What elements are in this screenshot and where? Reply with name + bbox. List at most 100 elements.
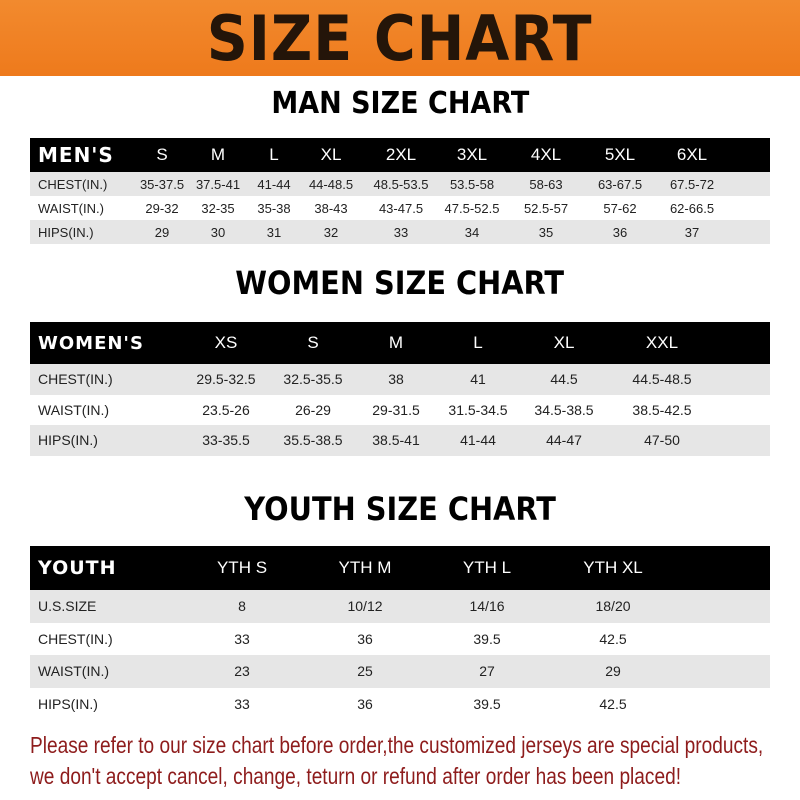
table-cell: 47.5-52.5 <box>444 200 500 216</box>
row-label: HIPS(IN.) <box>38 432 98 449</box>
size-column-header: YTH L <box>462 558 512 577</box>
table-cell: 23.5-26 <box>202 401 250 418</box>
table-cell: 67.5-72 <box>669 176 715 192</box>
table-cell: 33 <box>393 224 409 240</box>
row-label: CHEST(IN.) <box>38 176 108 192</box>
table-cell: 31 <box>266 224 282 240</box>
table-cell: 36 <box>357 630 373 647</box>
size-column-header: S <box>156 145 168 164</box>
table-row: WAIST(IN.) 23 25 27 29 <box>30 655 770 688</box>
table-cell: 44-48.5 <box>308 176 354 192</box>
size-column-header: XL <box>553 333 575 352</box>
table-cell: 58-63 <box>529 176 563 192</box>
youth-section-title: YOUTH SIZE CHART <box>0 490 800 528</box>
table-cell: 30 <box>210 224 226 240</box>
table-cell: 41-44 <box>257 176 291 192</box>
table-cell: 43-47.5 <box>378 200 424 216</box>
size-column-header: 5XL <box>604 145 636 164</box>
size-column-header: 2XL <box>385 145 417 164</box>
table-cell: 47-50 <box>644 432 680 449</box>
table-row: HIPS(IN.) 29 30 31 32 33 34 35 36 37 <box>30 220 770 244</box>
table-row: WAIST(IN.) 29-32 32-35 35-38 38-43 43-47.5 47.… <box>30 196 770 220</box>
table-cell: 14/16 <box>469 598 505 615</box>
table-row: CHEST(IN.) 29.5-32.5 32.5-35.5 38 41 44.5 44.5… <box>30 364 770 395</box>
row-label: WAIST(IN.) <box>38 663 110 680</box>
row-label: U.S.SIZE <box>38 598 97 615</box>
table-cell: 38.5-41 <box>372 432 420 449</box>
table-cell: 33-35.5 <box>202 432 250 449</box>
table-cell: 29-32 <box>145 200 179 216</box>
table-cell: 42.5 <box>599 630 627 647</box>
table-cell: 18/20 <box>595 598 631 615</box>
table-cell: 32 <box>323 224 339 240</box>
women-title-text: WOMEN SIZE CHART <box>235 264 565 302</box>
table-cell: 48.5-53.5 <box>373 176 429 192</box>
banner-title: SIZE CHART <box>207 1 593 75</box>
men-title-text: MAN SIZE CHART <box>271 86 529 121</box>
table-row: CHEST(IN.) 35-37.5 37.5-41 41-44 44-48.5 48.5… <box>30 172 770 196</box>
size-column-header: YTH XL <box>583 558 643 577</box>
table-cell: 8 <box>238 598 246 615</box>
table-cell: 33 <box>234 630 250 647</box>
table-cell: 44.5-48.5 <box>632 371 692 388</box>
table-cell: 39.5 <box>473 695 501 712</box>
table-header-label: WOMEN'S <box>38 332 144 354</box>
table-cell: 23 <box>234 663 250 680</box>
table-cell: 26-29 <box>295 401 331 418</box>
table-cell: 63-67.5 <box>597 176 643 192</box>
table-cell: 38-43 <box>314 200 348 216</box>
table-cell: 57-62 <box>603 200 637 216</box>
size-column-header: M <box>388 333 404 352</box>
size-column-header: 6XL <box>676 145 708 164</box>
notice-line-2: we don't accept cancel, change, teturn o… <box>30 763 682 789</box>
table-row: HIPS(IN.) 33 36 39.5 42.5 <box>30 687 770 720</box>
table-cell: 32.5-35.5 <box>283 371 343 388</box>
table-cell: 29.5-32.5 <box>196 371 256 388</box>
size-column-header: L <box>269 145 279 164</box>
size-chart-banner: SIZE CHART <box>0 0 800 76</box>
women-section-title: WOMEN SIZE CHART <box>0 264 800 302</box>
table-header-label: YOUTH <box>38 557 117 579</box>
table-cell: 37.5-41 <box>195 176 241 192</box>
row-label: CHEST(IN.) <box>38 630 113 647</box>
table-cell: 10/12 <box>347 598 383 615</box>
table-cell: 44.5 <box>550 371 578 388</box>
table-row: HIPS(IN.) 33-35.5 35.5-38.5 38.5-41 41-44 44-… <box>30 425 770 456</box>
table-cell: 29 <box>154 224 170 240</box>
size-column-header: YTH M <box>338 558 392 577</box>
youth-title-text: YOUTH SIZE CHART <box>244 490 556 528</box>
table-cell: 42.5 <box>599 695 627 712</box>
table-cell: 36 <box>612 224 628 240</box>
size-column-header: M <box>210 145 226 164</box>
table-cell: 29 <box>605 663 621 680</box>
size-column-header: YTH S <box>216 558 268 577</box>
table-cell: 25 <box>357 663 373 680</box>
size-column-header: XS <box>214 333 238 352</box>
table-cell: 38.5-42.5 <box>632 401 692 418</box>
size-column-header: XXL <box>645 333 679 352</box>
table-cell: 32-35 <box>201 200 235 216</box>
table-cell: 36 <box>357 695 373 712</box>
table-cell: 29-31.5 <box>372 401 420 418</box>
table-cell: 34.5-38.5 <box>534 401 594 418</box>
table-row: CHEST(IN.) 33 36 39.5 42.5 <box>30 622 770 655</box>
row-label: HIPS(IN.) <box>38 224 94 240</box>
table-cell: 35-38 <box>257 200 291 216</box>
table-cell: 37 <box>684 224 700 240</box>
table-row: WAIST(IN.) 23.5-26 26-29 29-31.5 31.5-34.5 34… <box>30 394 770 425</box>
table-header-label: MEN'S <box>38 143 114 167</box>
header-row: MEN'S S M L XL 2XL 3XL 4XL 5XL 6XL <box>30 138 770 172</box>
row-label: WAIST(IN.) <box>38 200 104 216</box>
size-column-header: 4XL <box>530 145 562 164</box>
table-cell: 52.5-57 <box>523 200 569 216</box>
row-label: WAIST(IN.) <box>38 401 110 418</box>
men-section-title: MAN SIZE CHART <box>0 86 800 121</box>
header-row: YOUTH YTH S YTH M YTH L YTH XL <box>30 546 770 590</box>
table-cell: 41-44 <box>460 432 496 449</box>
size-column-header: S <box>307 333 319 352</box>
table-cell: 27 <box>479 663 495 680</box>
table-cell: 44-47 <box>546 432 582 449</box>
row-label: CHEST(IN.) <box>38 371 113 388</box>
table-cell: 31.5-34.5 <box>448 401 508 418</box>
table-cell: 35.5-38.5 <box>283 432 343 449</box>
